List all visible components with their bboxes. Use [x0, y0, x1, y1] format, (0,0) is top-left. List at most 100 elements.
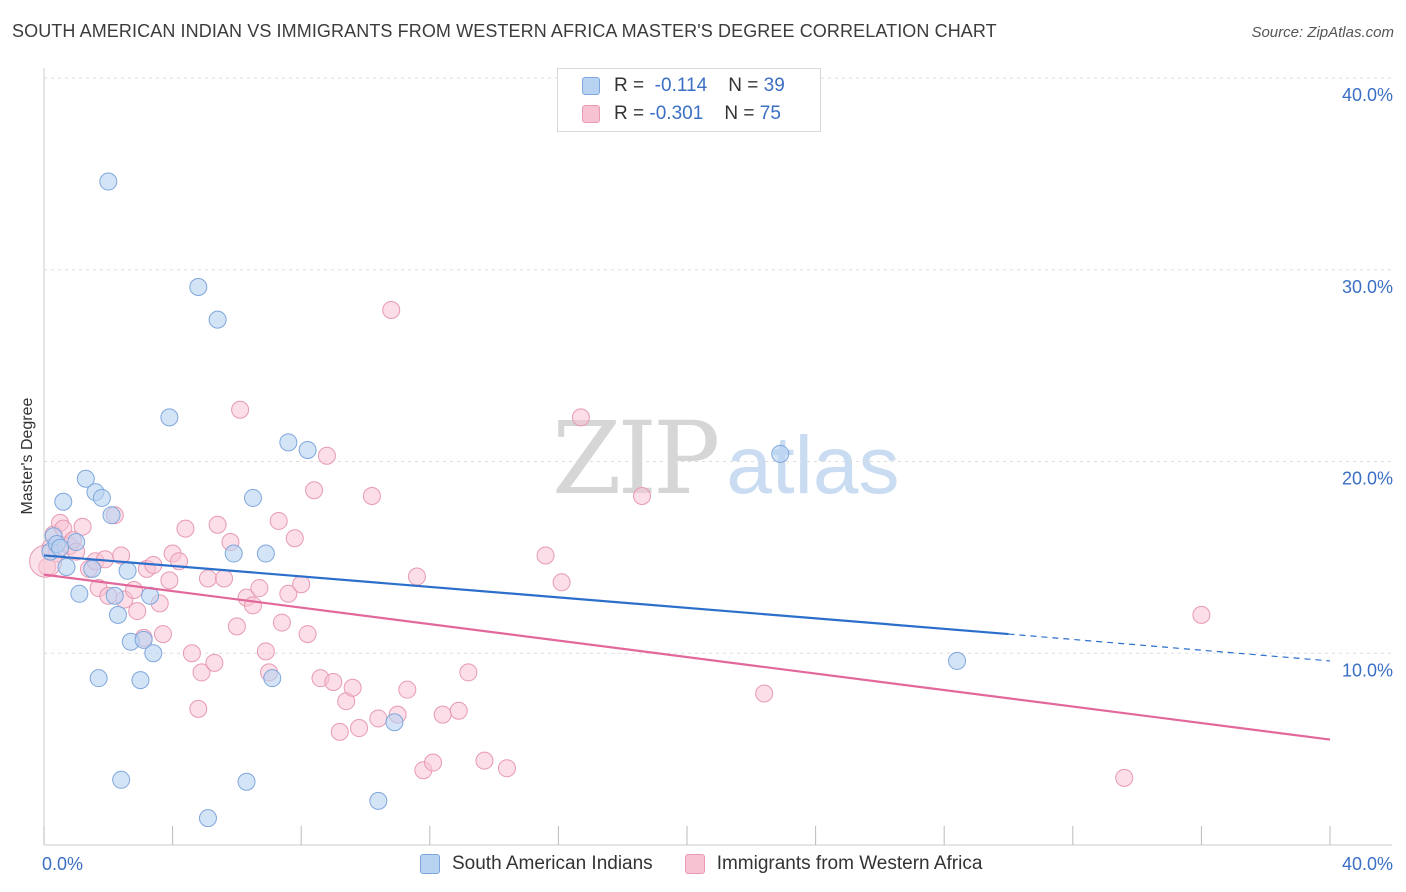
data-point-immigrants-western-africa: [292, 575, 311, 594]
data-point-immigrants-western-africa: [192, 663, 211, 682]
data-point-immigrants-western-africa: [1192, 605, 1211, 624]
data-point-south-american-indians: [54, 492, 73, 511]
series-legend-item-south-american-indians: South American Indians: [420, 853, 653, 875]
axes: [43, 68, 1392, 846]
data-point-immigrants-western-africa: [536, 546, 555, 565]
legend-swatch-blue: [582, 77, 600, 95]
legend-r-label: R =: [614, 75, 645, 96]
legend-n-label: N =: [724, 103, 755, 124]
correlation-legend: R = -0.114 N = 39 R = -0.301 N = 75: [557, 68, 821, 132]
trend-line-immigrants-western-africa: [43, 573, 1331, 741]
data-point-south-american-indians: [105, 586, 124, 605]
data-point-immigrants-western-africa: [112, 546, 131, 565]
data-point-south-american-indians: [118, 561, 137, 580]
data-point-south-american-indians: [134, 630, 153, 649]
data-point-south-american-indians: [263, 669, 282, 688]
data-point-immigrants-western-africa: [343, 678, 362, 697]
data-point-south-american-indians: [948, 651, 967, 670]
data-point-immigrants-western-africa: [215, 569, 234, 588]
data-point-south-american-indians: [771, 444, 790, 463]
data-point-immigrants-western-africa: [424, 753, 443, 772]
chart-title: SOUTH AMERICAN INDIAN VS IMMIGRANTS FROM…: [12, 21, 997, 41]
data-point-immigrants-western-africa: [279, 584, 298, 603]
data-point-south-american-indians: [99, 172, 118, 191]
data-point-south-american-indians: [70, 584, 89, 603]
series-legend-label: Immigrants from Western Africa: [716, 853, 983, 874]
legend-row-immigrants-western-africa: R = -0.301 N = 75: [582, 102, 781, 126]
data-point-south-american-indians: [189, 278, 208, 297]
data-point-immigrants-western-africa: [305, 481, 324, 500]
data-point-south-american-indians: [256, 544, 275, 563]
data-point-south-american-indians: [385, 713, 404, 732]
data-point-south-american-indians: [83, 559, 102, 578]
data-point-immigrants-western-africa: [382, 301, 401, 320]
trend-line-extension-south-american-indians: [1008, 633, 1331, 662]
data-point-immigrants-western-africa: [182, 644, 201, 663]
series-immigrants-western-africa: [29, 301, 1211, 787]
data-point-immigrants-western-africa: [227, 617, 246, 636]
data-point-south-american-indians: [67, 533, 86, 552]
data-point-immigrants-western-africa: [552, 573, 571, 592]
data-point-immigrants-western-africa: [250, 579, 269, 598]
data-point-immigrants-western-africa: [256, 642, 275, 661]
series-legend-swatch-pink: [684, 854, 705, 874]
data-point-immigrants-western-africa: [231, 400, 250, 419]
data-point-immigrants-western-africa: [362, 487, 381, 506]
data-point-south-american-indians: [108, 605, 127, 624]
data-point-immigrants-western-africa: [176, 519, 195, 538]
y-tick-label: 40.0%: [1342, 85, 1393, 105]
data-point-south-american-indians: [279, 433, 298, 452]
data-point-south-american-indians: [112, 770, 131, 789]
data-point-immigrants-western-africa: [73, 517, 92, 536]
data-point-immigrants-western-africa: [272, 613, 291, 632]
data-point-immigrants-western-africa: [475, 751, 494, 770]
data-point-immigrants-western-africa: [285, 529, 304, 548]
legend-r-label: R =: [614, 103, 645, 124]
data-point-immigrants-western-africa: [324, 673, 343, 692]
data-point-south-american-indians: [89, 669, 108, 688]
data-point-immigrants-western-africa: [571, 408, 590, 427]
data-point-south-american-indians: [237, 772, 256, 791]
data-point-immigrants-western-africa: [153, 625, 172, 644]
data-point-south-american-indians: [298, 440, 317, 459]
legend-n-value: 39: [763, 75, 785, 96]
tick-labels: 10.0% 20.0% 30.0% 40.0% 0.0% 40.0%: [42, 85, 1393, 874]
data-point-south-american-indians: [369, 791, 388, 810]
data-point-immigrants-western-africa: [433, 705, 452, 724]
data-point-immigrants-western-africa: [497, 759, 516, 778]
data-point-immigrants-western-africa: [125, 580, 144, 599]
x-tick-label: 0.0%: [42, 854, 83, 874]
data-point-immigrants-western-africa: [755, 684, 774, 703]
legend-r-value: -0.301: [649, 103, 704, 124]
y-tick-label: 30.0%: [1342, 277, 1393, 297]
y-tick-label: 20.0%: [1342, 469, 1393, 489]
data-point-immigrants-western-africa: [128, 602, 147, 621]
data-point-immigrants-western-africa: [330, 722, 349, 741]
series-legend-item-immigrants-western-africa: Immigrants from Western Africa: [684, 853, 983, 875]
data-point-immigrants-western-africa: [398, 680, 417, 699]
x-tick-label: 40.0%: [1342, 854, 1393, 874]
data-point-immigrants-western-africa: [369, 709, 388, 728]
legend-n-label: N =: [728, 75, 759, 96]
legend-r-value: -0.114: [654, 75, 708, 96]
data-point-immigrants-western-africa: [1115, 768, 1134, 787]
data-point-immigrants-western-africa: [205, 653, 224, 672]
data-point-immigrants-western-africa: [298, 625, 317, 644]
data-point-south-american-indians: [224, 544, 243, 563]
trend-line-south-american-indians: [43, 554, 1009, 636]
data-point-immigrants-western-africa: [449, 701, 468, 720]
chart-source: Source: ZipAtlas.com: [1251, 24, 1394, 41]
data-point-immigrants-western-africa: [317, 446, 336, 465]
trend-lines: [43, 554, 1331, 741]
data-point-immigrants-western-africa: [459, 663, 478, 682]
legend-n-value: 75: [759, 103, 781, 124]
data-point-immigrants-western-africa: [243, 596, 262, 615]
data-point-south-american-indians: [57, 557, 76, 576]
y-tick-label: 10.0%: [1342, 660, 1393, 680]
legend-row-south-american-indians: R = -0.114 N = 39: [582, 74, 785, 98]
data-point-immigrants-western-africa: [269, 511, 288, 530]
data-point-south-american-indians: [160, 408, 179, 427]
series-legend: South American Indians Immigrants from W…: [420, 852, 1014, 876]
data-point-south-american-indians: [198, 809, 217, 828]
